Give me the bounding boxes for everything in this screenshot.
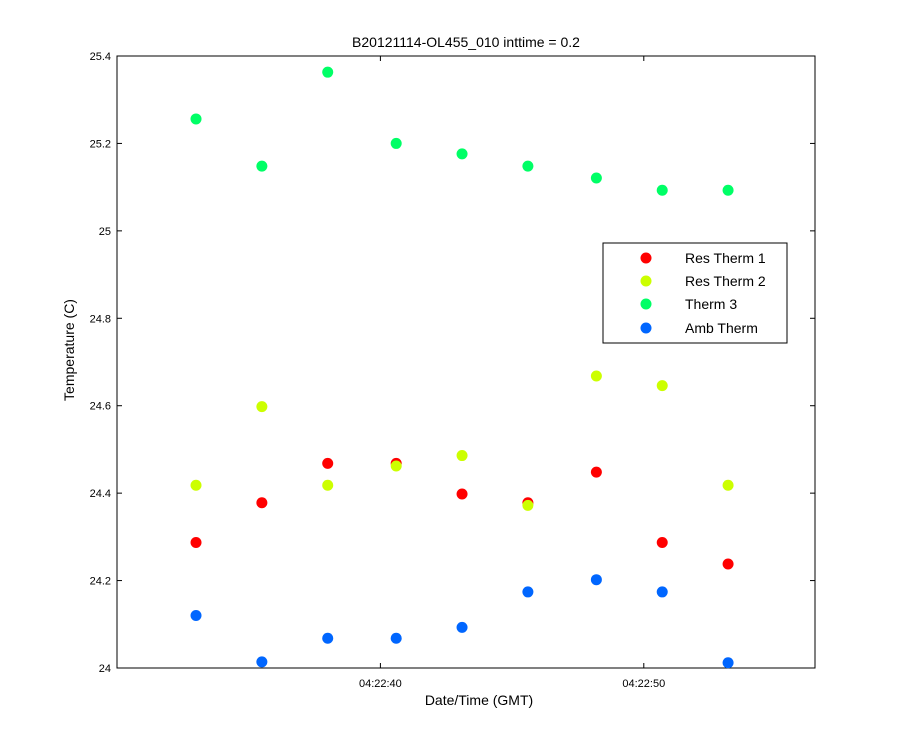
point-res-therm-2 [656,380,668,392]
x-axis-label: Date/Time (GMT) [425,692,533,708]
point-therm-3 [256,160,268,172]
point-therm-3 [522,160,534,172]
y-tick-label: 24.2 [90,576,111,588]
legend-marker-res-therm-1 [640,252,652,264]
y-tick-label: 24 [99,663,111,675]
point-therm-3 [456,148,468,160]
point-res-therm-1 [190,537,202,549]
y-axis-ticks: 24 24.2 24.4 24.6 24.8 25 25.2 25.4 [90,51,815,675]
x-tick-label: 04:22:40 [359,678,402,690]
point-amb-therm [190,610,202,622]
legend-label-therm-3: Therm 3 [685,296,737,312]
point-res-therm-1 [590,466,602,478]
point-res-therm-2 [590,370,602,382]
y-tick-label: 24.4 [90,488,111,500]
y-tick-label: 24.6 [90,401,111,413]
data-points [190,66,734,669]
legend-label-res-therm-1: Res Therm 1 [685,250,766,266]
point-res-therm-1 [656,537,668,549]
legend-label-res-therm-2: Res Therm 2 [685,273,766,289]
x-tick-label: 04:22:50 [622,678,665,690]
legend-marker-amb-therm [640,322,652,334]
legend-label-amb-therm: Amb Therm [685,320,758,336]
point-res-therm-2 [190,479,202,491]
y-tick-label: 24.8 [90,313,111,325]
point-amb-therm [456,621,468,633]
point-therm-3 [190,113,202,125]
point-amb-therm [390,632,402,644]
point-res-therm-2 [256,401,268,413]
x-axis-ticks: 04:22:40 04:22:50 [359,56,665,690]
point-amb-therm [590,574,602,586]
plot-area [116,55,816,669]
legend-marker-res-therm-2 [640,275,652,287]
point-res-therm-1 [256,497,268,509]
point-res-therm-1 [322,457,334,469]
point-amb-therm [656,586,668,598]
y-tick-label: 25 [99,226,111,238]
legend-box [602,242,788,344]
point-therm-3 [390,137,402,149]
point-therm-3 [590,172,602,184]
point-res-therm-1 [456,488,468,500]
y-axis-label: Temperature (C) [61,299,77,401]
chart-title: B20121114-OL455_010 inttime = 0.2 [352,34,580,50]
point-amb-therm [522,586,534,598]
point-therm-3 [722,184,734,196]
point-amb-therm [322,632,334,644]
legend-marker-therm-3 [640,298,652,310]
point-therm-3 [322,66,334,78]
y-tick-label: 25.4 [90,51,111,63]
point-amb-therm [256,656,268,668]
point-amb-therm [722,657,734,669]
point-res-therm-2 [522,499,534,511]
legend: Res Therm 1 Res Therm 2 Therm 3 Amb Ther… [602,242,788,344]
point-res-therm-2 [390,460,402,472]
point-res-therm-2 [322,479,334,491]
point-res-therm-2 [456,450,468,462]
point-res-therm-1 [722,558,734,570]
y-tick-label: 25.2 [90,138,111,150]
point-therm-3 [656,184,668,196]
point-res-therm-2 [722,479,734,491]
